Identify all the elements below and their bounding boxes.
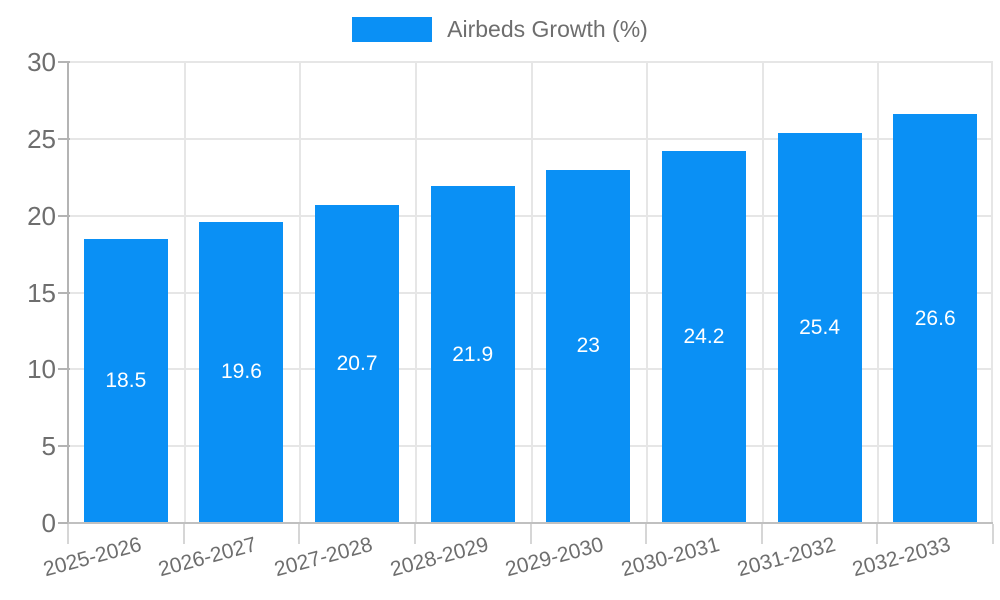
- y-axis-tick: [58, 445, 70, 448]
- gridline-x-boundary-6: [761, 62, 764, 523]
- legend-swatch-icon: [352, 17, 433, 42]
- bar-2030-2031[interactable]: 24.2: [661, 151, 746, 523]
- x-axis-tick: [760, 524, 763, 544]
- gridline-x-boundary-3: [414, 62, 417, 523]
- x-axis-tick: [298, 524, 301, 544]
- bar-value-label: 26.6: [914, 306, 956, 330]
- y-axis-line: [67, 62, 69, 523]
- gridline-x-boundary-5: [646, 62, 649, 523]
- y-axis-tick-label: 15: [27, 277, 56, 308]
- y-axis-tick-label: 30: [27, 47, 56, 77]
- x-axis-tick: [645, 524, 648, 544]
- y-axis-tick-label: 5: [41, 431, 56, 462]
- x-axis-line: [68, 522, 993, 524]
- gridline-x-boundary-2: [299, 62, 302, 523]
- bar-2028-2029[interactable]: 21.9: [430, 186, 515, 523]
- bar-value-label: 19.6: [221, 360, 262, 384]
- legend-label: Airbeds Growth (%): [447, 16, 648, 42]
- gridline-x-boundary-1: [183, 62, 186, 523]
- y-axis-tick: [58, 522, 70, 524]
- bar-2032-2033[interactable]: 26.6: [893, 114, 978, 523]
- x-axis-tick: [992, 524, 994, 544]
- y-axis-tick: [58, 291, 70, 294]
- y-axis-tick-label: 20: [27, 200, 56, 231]
- bar-2025-2026[interactable]: 18.5: [83, 238, 168, 523]
- gridline-x-boundary-8: [991, 62, 993, 523]
- bar-value-label: 24.2: [683, 325, 725, 349]
- y-axis-tick: [58, 61, 70, 63]
- bar-2027-2028[interactable]: 20.7: [315, 204, 400, 523]
- legend-item-airbeds-growth[interactable]: Airbeds Growth (%): [352, 16, 648, 43]
- bar-value-label: 21.9: [452, 342, 494, 366]
- y-axis-tick: [58, 368, 70, 371]
- bar-2031-2032[interactable]: 25.4: [777, 132, 862, 523]
- x-axis-tick: [182, 524, 185, 544]
- y-axis-tick-label: 0: [41, 508, 56, 538]
- gridline-x-boundary-7: [877, 62, 880, 523]
- y-axis-tick: [58, 214, 70, 217]
- bar-value-label: 20.7: [336, 351, 378, 375]
- y-axis-tick: [58, 137, 70, 140]
- bar-value-label: 23: [576, 334, 600, 358]
- y-axis-tick-label: 25: [27, 123, 56, 154]
- y-axis-tick-label: 10: [27, 354, 56, 385]
- bar-value-label: 18.5: [105, 368, 147, 392]
- bar-value-label: 25.4: [799, 315, 840, 339]
- plot-area: 18.5 19.6 20.7 21.9 23 24.2 25.4 26.6: [68, 61, 993, 523]
- bar-2026-2027[interactable]: 19.6: [199, 221, 284, 523]
- x-axis-tick: [529, 524, 532, 544]
- x-axis-tick: [67, 524, 69, 544]
- x-axis-tick: [876, 524, 879, 544]
- gridline-x-boundary-4: [530, 62, 533, 523]
- x-axis-tick: [413, 524, 416, 544]
- legend: Airbeds Growth (%): [0, 16, 1000, 43]
- bar-2029-2030[interactable]: 23: [546, 169, 631, 523]
